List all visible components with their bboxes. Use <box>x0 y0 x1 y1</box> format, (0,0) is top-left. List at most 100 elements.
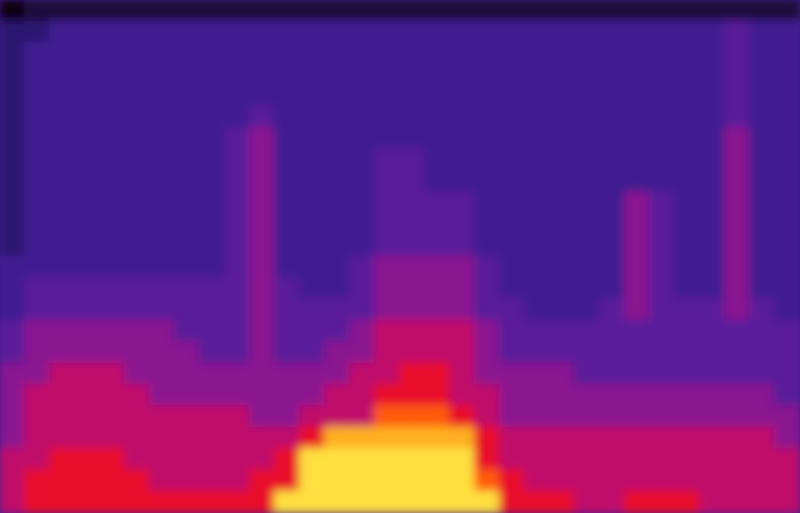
heat-cell <box>649 149 676 172</box>
heat-cell <box>24 63 51 86</box>
heat-cell <box>599 127 626 150</box>
heat-cell <box>449 0 476 22</box>
heat-cell <box>324 384 351 407</box>
heat-cell <box>724 191 751 214</box>
heat-cell <box>124 298 151 321</box>
heat-cell <box>424 149 451 172</box>
heat-cell <box>424 63 451 86</box>
heat-cell <box>324 298 351 321</box>
heat-cell <box>674 127 701 150</box>
heat-cell <box>174 448 201 471</box>
heat-cell <box>774 405 800 428</box>
heat-cell <box>449 213 476 236</box>
heat-cell <box>124 191 151 214</box>
heat-cell <box>499 42 526 65</box>
heat-cell <box>624 298 651 321</box>
heat-cell <box>24 298 51 321</box>
heat-cell <box>349 149 376 172</box>
heat-cell <box>499 362 526 385</box>
heat-cell <box>599 0 626 22</box>
heat-cell <box>449 405 476 428</box>
heat-cell <box>599 341 626 364</box>
heat-cell <box>0 320 26 343</box>
heat-cell <box>574 469 601 492</box>
heat-cell <box>99 63 126 86</box>
heat-cell <box>174 20 201 43</box>
heat-cell <box>674 427 701 450</box>
heat-cell <box>149 127 176 150</box>
heat-cell <box>49 234 76 257</box>
heat-cell <box>549 42 576 65</box>
heat-cell <box>774 0 800 22</box>
heat-cell <box>174 405 201 428</box>
heat-cell <box>324 213 351 236</box>
heat-cell <box>274 63 301 86</box>
heat-cell <box>349 469 376 492</box>
heat-cell <box>249 213 276 236</box>
heat-cell <box>274 298 301 321</box>
heat-cell <box>224 85 251 108</box>
heat-cell <box>599 106 626 129</box>
heat-cell <box>674 149 701 172</box>
heat-cell <box>199 127 226 150</box>
heat-cell <box>749 341 776 364</box>
heat-cell <box>174 277 201 300</box>
heat-cell <box>149 448 176 471</box>
heat-cell <box>699 469 726 492</box>
heat-cell <box>49 256 76 279</box>
heat-cell <box>724 320 751 343</box>
heat-cell <box>374 106 401 129</box>
heat-cell <box>749 149 776 172</box>
heat-cell <box>0 277 26 300</box>
heat-cell <box>449 234 476 257</box>
heat-cell <box>649 384 676 407</box>
heat-cell <box>574 384 601 407</box>
heat-cell <box>299 85 326 108</box>
heat-cell <box>99 106 126 129</box>
heat-cell <box>549 106 576 129</box>
heat-cell <box>474 213 501 236</box>
heat-cell <box>74 320 101 343</box>
heat-cell <box>249 149 276 172</box>
heat-cell <box>299 106 326 129</box>
heat-cell <box>424 20 451 43</box>
heat-cell <box>624 320 651 343</box>
heat-cell <box>524 405 551 428</box>
heat-cell <box>749 20 776 43</box>
heat-cell <box>74 85 101 108</box>
heat-cell <box>699 341 726 364</box>
heat-cell <box>724 106 751 129</box>
heat-cell <box>624 42 651 65</box>
heat-cell <box>24 0 51 22</box>
heat-cell <box>774 63 800 86</box>
heat-cell <box>249 191 276 214</box>
heat-cell <box>774 127 800 150</box>
heat-cell <box>474 341 501 364</box>
heat-cell <box>374 384 401 407</box>
heat-cell <box>174 42 201 65</box>
heat-cell <box>449 320 476 343</box>
heat-cell <box>274 213 301 236</box>
heat-cell <box>24 191 51 214</box>
heat-cell <box>749 85 776 108</box>
heat-cell <box>374 362 401 385</box>
heat-cell <box>549 0 576 22</box>
heat-cell <box>399 85 426 108</box>
heat-cell <box>724 427 751 450</box>
heat-cell <box>274 320 301 343</box>
heat-cell <box>399 341 426 364</box>
heat-cell <box>99 191 126 214</box>
heat-cell <box>249 127 276 150</box>
heat-cell <box>449 298 476 321</box>
heat-cell <box>174 234 201 257</box>
heat-cell <box>149 85 176 108</box>
heat-cell <box>474 170 501 193</box>
heat-cell <box>699 170 726 193</box>
heat-cell <box>724 170 751 193</box>
heat-cell <box>374 20 401 43</box>
heat-cell <box>524 213 551 236</box>
heat-cell <box>174 256 201 279</box>
heat-cell <box>424 491 451 513</box>
heat-cell <box>474 448 501 471</box>
heat-cell <box>0 469 26 492</box>
